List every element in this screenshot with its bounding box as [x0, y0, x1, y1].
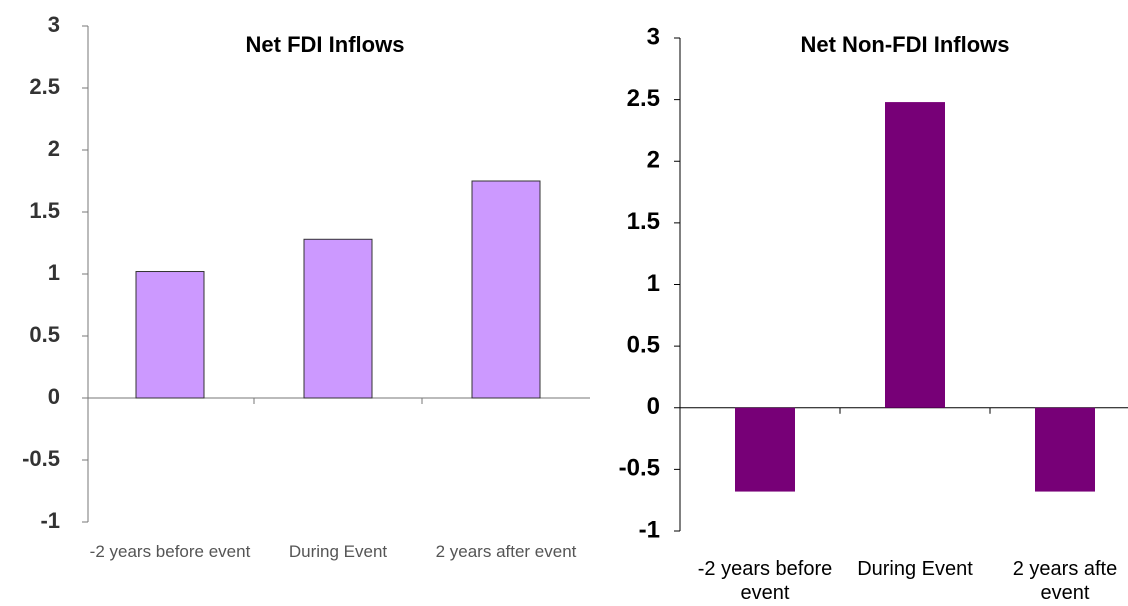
- bar: [885, 102, 945, 408]
- y-tick-label: 0.5: [627, 331, 660, 358]
- x-tick-label: During Event: [288, 542, 388, 561]
- x-tick-label: 2 years after event: [435, 542, 577, 561]
- y-tick-label: 0.5: [29, 322, 60, 347]
- y-tick-label: -1: [639, 516, 660, 543]
- y-tick-label: 1: [48, 260, 60, 285]
- y-tick-label: 1.5: [29, 198, 60, 223]
- y-tick-label: 1: [647, 270, 660, 297]
- y-tick-label: -1: [40, 508, 60, 533]
- chart-title: Net Non-FDI Inflows: [801, 32, 1010, 57]
- y-tick-label: 1.5: [627, 208, 660, 235]
- y-tick-label: -0.5: [619, 455, 660, 482]
- chart-title: Net FDI Inflows: [246, 32, 405, 57]
- y-tick-label: 2: [48, 136, 60, 161]
- y-tick-label: 3: [48, 12, 60, 37]
- bar: [135, 271, 205, 399]
- y-tick-label: 2: [647, 147, 660, 174]
- x-tick-label: 2 years afte event: [1012, 558, 1118, 604]
- y-tick-label: 3: [647, 23, 660, 50]
- x-tick-label: -2 years before event: [89, 542, 251, 561]
- y-tick-label: 0: [48, 384, 60, 409]
- bar: [471, 180, 541, 399]
- bar: [735, 407, 795, 492]
- y-tick-label: 2.5: [29, 74, 60, 99]
- y-tick-label: 0: [647, 393, 660, 420]
- y-tick-label: 2.5: [627, 85, 660, 112]
- x-tick-label: During Event: [857, 558, 973, 580]
- bar: [1035, 407, 1095, 492]
- x-tick-label: -2 years before event: [697, 558, 833, 604]
- y-tick-label: -0.5: [22, 446, 60, 471]
- bar: [303, 238, 373, 399]
